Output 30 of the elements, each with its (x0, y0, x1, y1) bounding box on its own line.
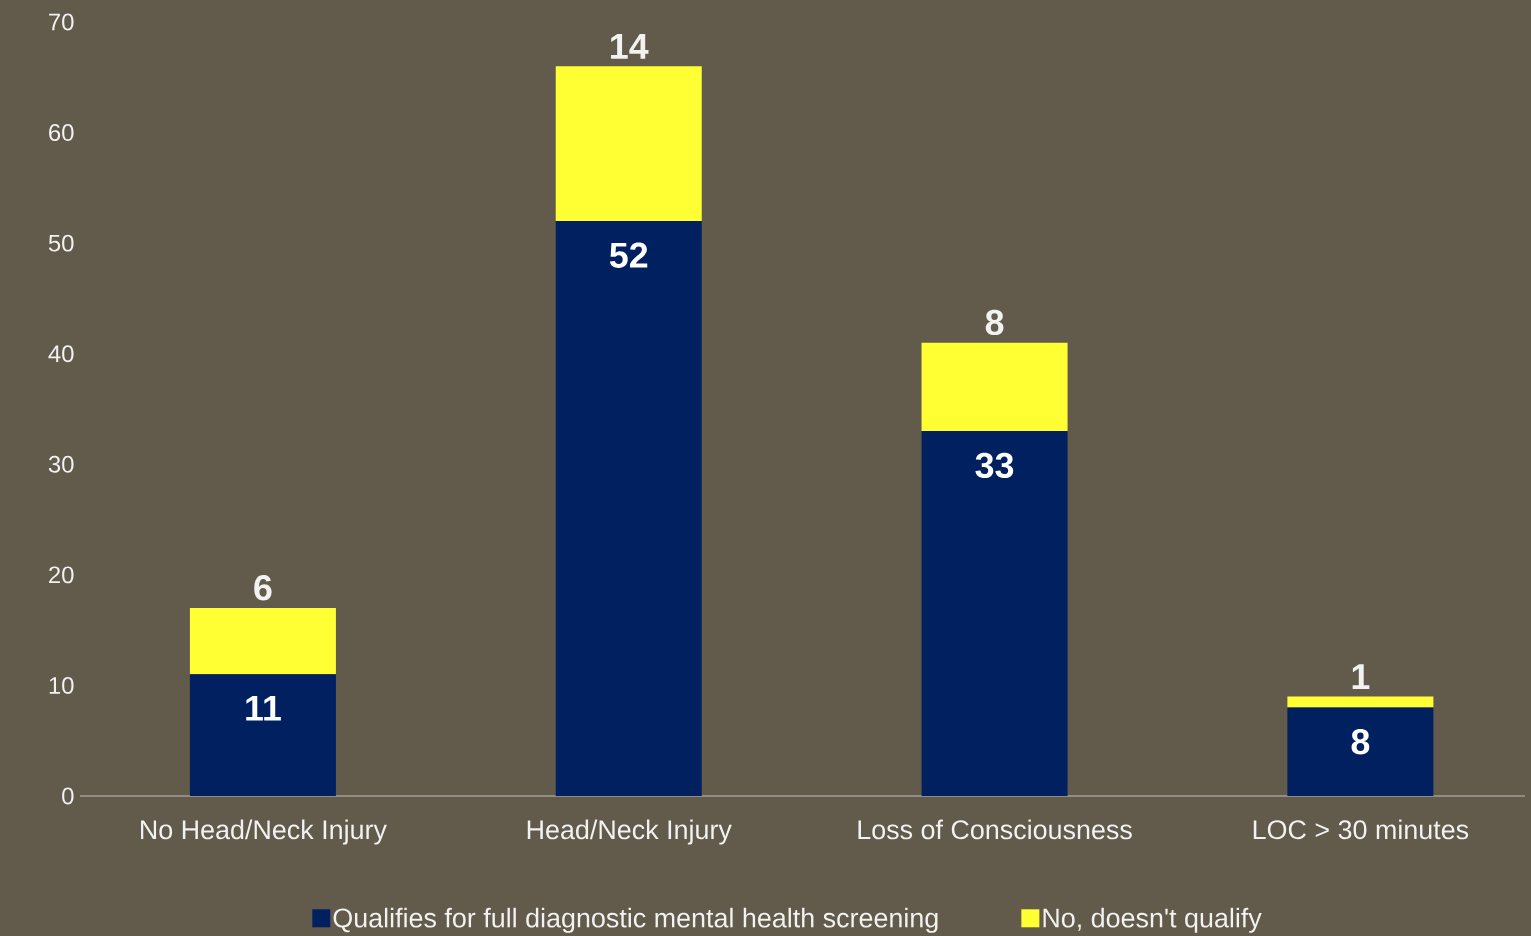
y-tick-label: 20 (49, 566, 74, 584)
bar (555, 66, 702, 222)
bar (189, 674, 336, 796)
y-tick-label: 60 (49, 124, 74, 142)
data-label: 8 (985, 309, 1004, 336)
bar (555, 221, 702, 796)
x-tick-label: No Head/Neck Injury (141, 819, 387, 845)
data-label: 33 (975, 452, 1014, 479)
y-tick-label: 30 (48, 455, 74, 473)
bar (1287, 696, 1434, 708)
data-label: 1 (1352, 664, 1370, 689)
y-tick-label: 50 (48, 234, 74, 252)
x-tick-label: LOC > 30 minutes (1253, 819, 1469, 840)
legend-label: Qualifies for full diagnostic mental health screening (333, 907, 938, 933)
data-label: 52 (609, 242, 648, 268)
y-tick-label: 70 (49, 13, 74, 31)
data-label: 8 (1351, 729, 1370, 755)
x-tick-label: Loss of Consciousness (858, 819, 1132, 840)
data-label: 11 (246, 695, 281, 721)
y-tick-label: 10 (49, 676, 74, 694)
y-tick-label: 0 (62, 787, 74, 805)
bar (921, 431, 1068, 796)
data-label: 14 (611, 34, 649, 59)
bar (921, 342, 1068, 432)
y-tick-label: 40 (48, 345, 74, 363)
bar (189, 608, 336, 675)
legend-label: No, doesn't qualify (1043, 907, 1262, 933)
x-tick-label: Head/Neck Injury (527, 819, 732, 845)
data-label: 6 (254, 575, 272, 601)
bar (1287, 707, 1434, 796)
